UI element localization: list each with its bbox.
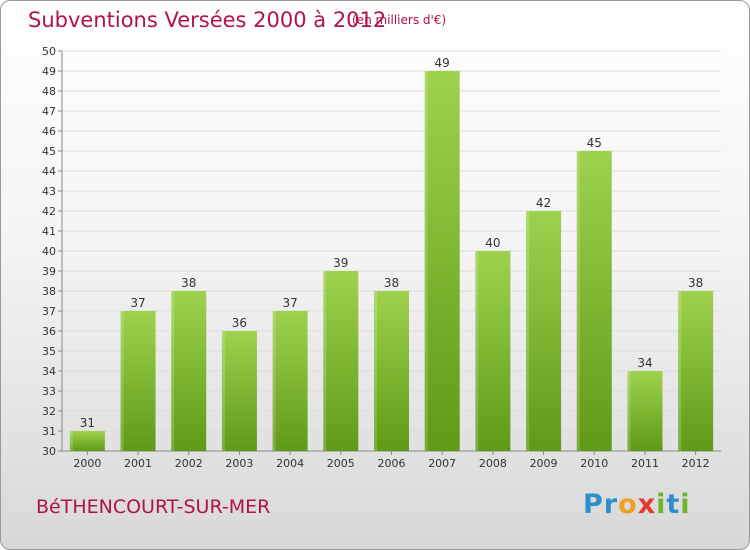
y-tick-label: 50 [42, 45, 56, 58]
x-tick-label-2004: 2004 [276, 457, 304, 470]
bar-highlight [475, 251, 479, 451]
bar-2006 [374, 291, 409, 451]
y-tick-label: 46 [42, 125, 56, 138]
data-label-2000: 31 [80, 416, 95, 430]
y-tick-label: 34 [42, 365, 56, 378]
bar-highlight [627, 371, 631, 451]
bar-2012 [678, 291, 714, 451]
data-label-2002: 38 [181, 276, 196, 290]
x-tick-label-2007: 2007 [428, 457, 456, 470]
chart-unit: (en milliers d'€) [352, 13, 447, 27]
data-label-2003: 36 [232, 316, 247, 330]
bar-highlight [374, 291, 377, 451]
y-tick-label: 48 [42, 85, 56, 98]
proxiti-logo: Proxiti [583, 489, 691, 520]
bar-highlight [171, 291, 175, 451]
bar-highlight [678, 291, 682, 451]
data-label-2007: 49 [435, 56, 450, 70]
y-tick-label: 31 [42, 425, 56, 438]
bar-highlight [576, 151, 580, 451]
bar-highlight [221, 331, 225, 451]
x-tick-label-2009: 2009 [530, 457, 558, 470]
data-label-2010: 45 [587, 136, 602, 150]
y-tick-label: 43 [42, 185, 56, 198]
data-label-2012: 38 [688, 276, 703, 290]
x-tick-label-2006: 2006 [378, 457, 406, 470]
data-label-2008: 40 [485, 236, 500, 250]
data-label-2009: 42 [536, 196, 551, 210]
data-label-2001: 37 [130, 296, 145, 310]
bar-2007 [424, 71, 460, 451]
data-label-2006: 38 [384, 276, 399, 290]
bar-highlight [69, 431, 73, 451]
x-tick-label-2001: 2001 [124, 457, 152, 470]
x-tick-label-2012: 2012 [682, 457, 710, 470]
y-tick-label: 33 [42, 385, 56, 398]
bar-2001 [120, 311, 156, 451]
y-tick-label: 30 [42, 445, 56, 458]
bars [69, 71, 714, 451]
bar-2010 [576, 151, 612, 451]
y-tick-label: 44 [42, 165, 56, 178]
labels: 31 2000 37 2001 38 2002 36 2003 37 2004 39 2005 38 20… [73, 56, 709, 470]
data-label-2005: 39 [333, 256, 348, 270]
y-tick-label: 37 [42, 305, 56, 318]
bar-2005 [323, 271, 359, 451]
x-tick-label-2011: 2011 [631, 457, 659, 470]
x-tick-label-2003: 2003 [225, 457, 253, 470]
y-tick-label: 39 [42, 265, 56, 278]
y-tick-label: 45 [42, 145, 56, 158]
y-tick-label: 35 [42, 345, 56, 358]
bar-highlight [526, 211, 530, 451]
x-tick-label-2008: 2008 [479, 457, 507, 470]
bar-2011 [627, 371, 663, 451]
bar-highlight [120, 311, 124, 451]
data-label-2004: 37 [282, 296, 297, 310]
y-tick-label: 47 [42, 105, 56, 118]
bar-2009 [526, 211, 562, 451]
bar-2000 [69, 431, 105, 451]
bar-2008 [475, 251, 511, 451]
bar-highlight [272, 311, 276, 451]
bar-2004 [272, 311, 308, 451]
y-tick-label: 40 [42, 245, 56, 258]
data-label-2011: 34 [637, 356, 652, 370]
x-tick-label-2010: 2010 [580, 457, 608, 470]
town-name: BéTHENCOURT-SUR-MER [36, 496, 271, 518]
y-tick-label: 49 [42, 65, 56, 78]
y-tick-label: 38 [42, 285, 56, 298]
y-tick-label: 36 [42, 325, 56, 338]
x-tick-label-2002: 2002 [175, 457, 203, 470]
y-tick-label: 42 [42, 205, 56, 218]
x-tick-label-2005: 2005 [327, 457, 355, 470]
bar-highlight [323, 271, 327, 451]
bar-2003 [221, 331, 257, 451]
bar-highlight [424, 71, 428, 451]
y-tick-label: 32 [42, 405, 56, 418]
bar-2002 [171, 291, 207, 451]
y-tick-label: 41 [42, 225, 56, 238]
chart-title: Subventions Versées 2000 à 2012 [28, 8, 387, 32]
x-tick-label-2000: 2000 [73, 457, 101, 470]
